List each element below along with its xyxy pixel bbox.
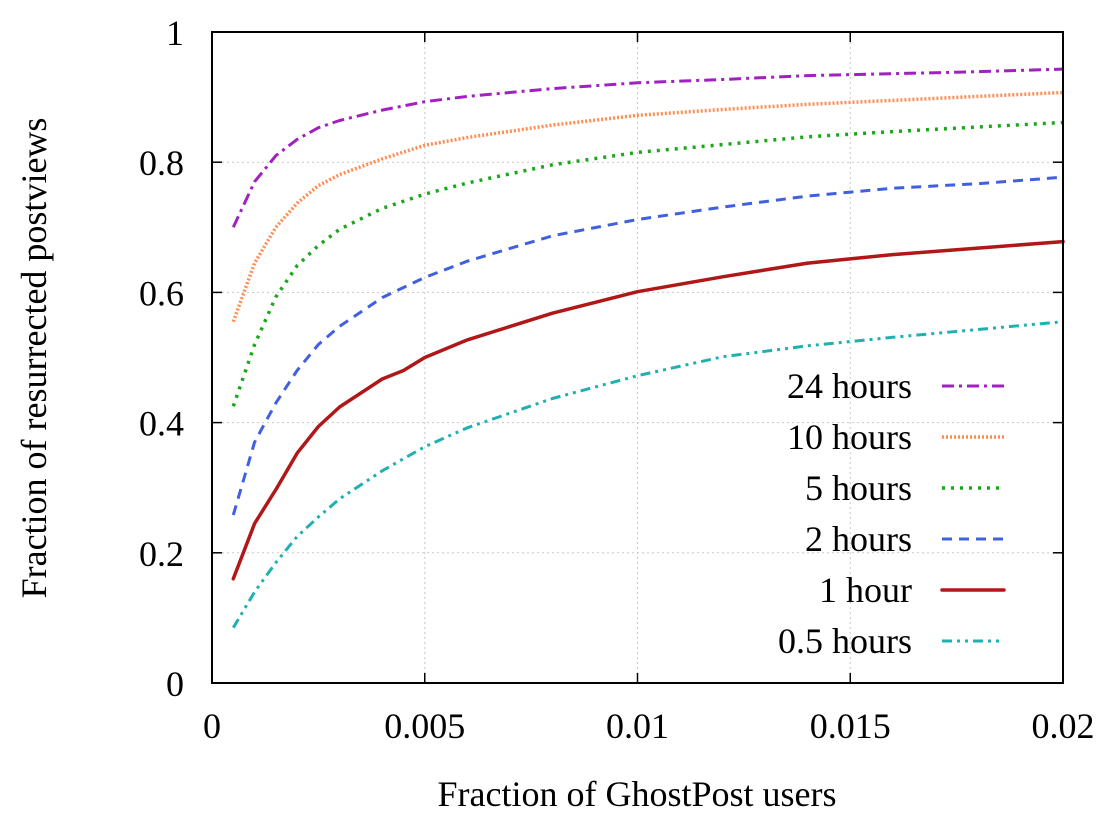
legend-label-1-hour: 1 hour bbox=[819, 570, 912, 610]
y-tick-label: 0.4 bbox=[139, 404, 184, 444]
x-tick-label: 0.015 bbox=[810, 706, 891, 746]
series-line-1-hour bbox=[231, 239, 1065, 581]
legend: 24 hours 10 hours 5 hours 2 hours 1 hour 0.5 … bbox=[778, 366, 1006, 661]
legend-label-10-hours: 10 hours bbox=[787, 417, 912, 457]
x-tick-label: 0.005 bbox=[384, 706, 465, 746]
legend-label-0-5-hours: 0.5 hours bbox=[778, 621, 912, 661]
x-tick-label: 0.01 bbox=[606, 706, 669, 746]
y-tick-label: 0.2 bbox=[139, 534, 184, 574]
series-line-0-5-hours bbox=[232, 320, 1064, 629]
legend-label-2-hours: 2 hours bbox=[805, 519, 912, 559]
series-line-5-hours bbox=[231, 120, 1064, 407]
y-tick-label: 0.6 bbox=[139, 273, 184, 313]
series-line-10-hours bbox=[231, 90, 1064, 323]
series-lines bbox=[231, 67, 1065, 629]
x-axis-label: Fraction of GhostPost users bbox=[438, 774, 837, 814]
x-tick-label: 0.02 bbox=[1032, 706, 1095, 746]
series-line-24-hours bbox=[231, 67, 1064, 228]
y-tick-label: 0 bbox=[166, 664, 184, 704]
legend-label-5-hours: 5 hours bbox=[805, 468, 912, 508]
x-tick-label: 0 bbox=[203, 706, 221, 746]
series-line-2-hours bbox=[231, 175, 1064, 516]
y-tick-label: 1 bbox=[166, 13, 184, 53]
axis-ticks: 0 0.005 0.01 0.015 0.02 0 0.2 0.4 0.6 0.8 1 bbox=[139, 13, 1095, 746]
y-axis-label: Fraction of resurrected postviews bbox=[14, 118, 54, 599]
y-tick-label: 0.8 bbox=[139, 143, 184, 183]
legend-label-24-hours: 24 hours bbox=[787, 366, 912, 406]
